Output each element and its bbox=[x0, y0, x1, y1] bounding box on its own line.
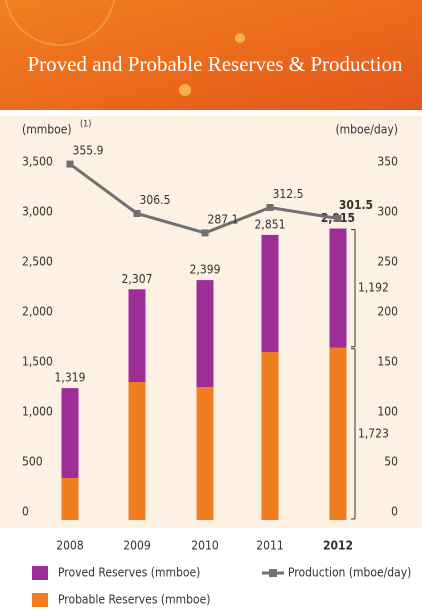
chart-title: Proved and Probable Reserves & Productio… bbox=[27, 52, 403, 76]
segment-label: 1,192 bbox=[358, 281, 389, 295]
legend-swatch bbox=[269, 569, 277, 577]
y-tick-label: 1,500 bbox=[22, 355, 53, 369]
decoration bbox=[179, 84, 191, 96]
y2-tick-label: 150 bbox=[377, 355, 398, 369]
x-tick-label: 2010 bbox=[191, 539, 219, 553]
legend-label: Probable Reserves (mmboe) bbox=[58, 593, 210, 607]
point-label: 306.5 bbox=[140, 193, 171, 207]
bar-segment bbox=[262, 235, 279, 352]
point-label: 301.5 bbox=[339, 198, 373, 212]
y2-tick-label: 250 bbox=[377, 255, 398, 269]
y-tick-label: 3,000 bbox=[22, 205, 53, 219]
bar-segment bbox=[129, 382, 146, 520]
legend-label: Proved Reserves (mmboe) bbox=[58, 566, 200, 580]
bar-segment bbox=[197, 280, 214, 387]
legend-label: Production (mboe/day) bbox=[288, 566, 411, 580]
y2-tick-label: 200 bbox=[377, 305, 398, 319]
chart: Proved and Probable Reserves & Productio… bbox=[0, 0, 422, 610]
total-label: 1,319 bbox=[55, 371, 86, 385]
bar-segment bbox=[262, 352, 279, 520]
production-point bbox=[67, 161, 74, 168]
y-tick-label: 2,000 bbox=[22, 305, 53, 319]
bar-segment bbox=[129, 289, 146, 382]
x-tick-label: 2011 bbox=[256, 539, 283, 553]
x-tick-label: 2008 bbox=[56, 539, 84, 553]
total-label: 2,851 bbox=[255, 217, 286, 231]
y-tick-label: 3,500 bbox=[22, 155, 53, 169]
x-tick-label: 2012 bbox=[323, 539, 353, 553]
bar-segment bbox=[330, 229, 347, 348]
bar-segment bbox=[62, 388, 79, 478]
y2-axis-label: (mboe/day) bbox=[335, 123, 398, 137]
production-point bbox=[202, 229, 209, 236]
production-point bbox=[267, 204, 274, 211]
point-label: 287.1 bbox=[208, 212, 239, 226]
point-label: 355.9 bbox=[73, 144, 104, 158]
y2-tick-label: 300 bbox=[377, 205, 398, 219]
total-label: 2,399 bbox=[190, 263, 221, 277]
legend-swatch bbox=[32, 566, 48, 580]
x-tick-label: 2009 bbox=[123, 539, 151, 553]
y-axis-note: (1) bbox=[80, 120, 91, 130]
y-tick-label: 500 bbox=[22, 455, 43, 469]
segment-label: 1,723 bbox=[358, 426, 389, 440]
bar-segment bbox=[330, 348, 347, 520]
y-tick-label: 1,000 bbox=[22, 405, 53, 419]
y2-tick-label: 0 bbox=[391, 505, 398, 519]
y2-tick-label: 50 bbox=[384, 455, 398, 469]
legend-swatch bbox=[32, 593, 48, 607]
decoration bbox=[235, 33, 245, 43]
bar-segment bbox=[197, 387, 214, 520]
bar-segment bbox=[62, 478, 79, 520]
production-point bbox=[335, 215, 342, 222]
y2-tick-label: 100 bbox=[377, 405, 398, 419]
y2-tick-label: 350 bbox=[377, 155, 398, 169]
y-axis-label: (mmboe) bbox=[22, 123, 72, 137]
total-label: 2,307 bbox=[122, 272, 153, 286]
y-tick-label: 0 bbox=[22, 505, 29, 519]
production-point bbox=[134, 210, 141, 217]
y-tick-label: 2,500 bbox=[22, 255, 53, 269]
point-label: 312.5 bbox=[273, 187, 304, 201]
